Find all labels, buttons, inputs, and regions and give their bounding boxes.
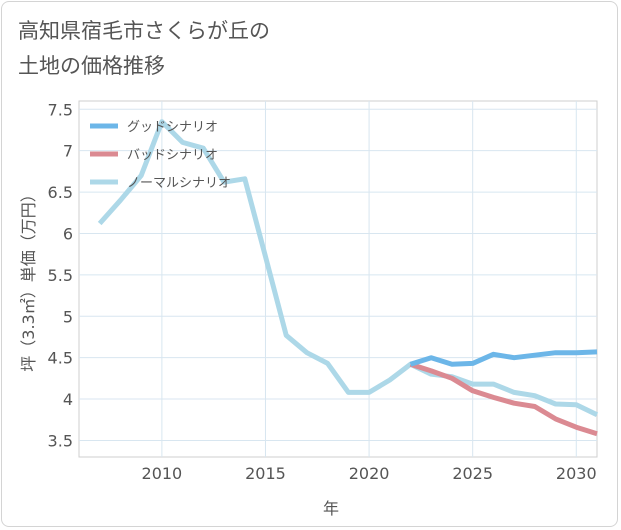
y-tick-label: 6	[63, 224, 73, 243]
legend-label-2: ノーマルシナリオ	[127, 176, 231, 191]
x-tick-label: 2015	[245, 464, 286, 483]
y-tick-label: 5	[63, 307, 73, 326]
x-tick-label: 2020	[349, 464, 390, 483]
x-tick-label: 2025	[452, 464, 493, 483]
legend-label-0: グッドシナリオ	[127, 120, 218, 135]
x-tick-label: 2010	[142, 464, 183, 483]
plot-area	[78, 100, 598, 458]
chart-title: 高知県宿毛市さくらが丘の 土地の価格推移	[18, 14, 270, 84]
y-tick-label: 7	[63, 142, 73, 161]
y-tick-label: 7.5	[48, 100, 73, 119]
series-line-2	[97, 119, 599, 418]
y-tick-label: 6.5	[48, 183, 73, 202]
y-axis-label: 坪（3.3㎡）単価（万円）	[19, 186, 38, 371]
chart-title-line-1: 高知県宿毛市さくらが丘の	[18, 19, 270, 43]
x-tick-label: 2030	[556, 464, 597, 483]
y-tick-label: 4.5	[48, 349, 73, 368]
x-axis-label: 年	[323, 499, 339, 518]
y-tick-label: 5.5	[48, 266, 73, 285]
series-line-1	[409, 361, 598, 437]
series-line-0	[409, 349, 598, 367]
y-tick-label: 3.5	[48, 431, 73, 450]
chart-title-line-2: 土地の価格推移	[18, 54, 165, 78]
y-tick-label: 4	[63, 390, 73, 409]
legend-label-1: バッドシナリオ	[127, 148, 218, 163]
